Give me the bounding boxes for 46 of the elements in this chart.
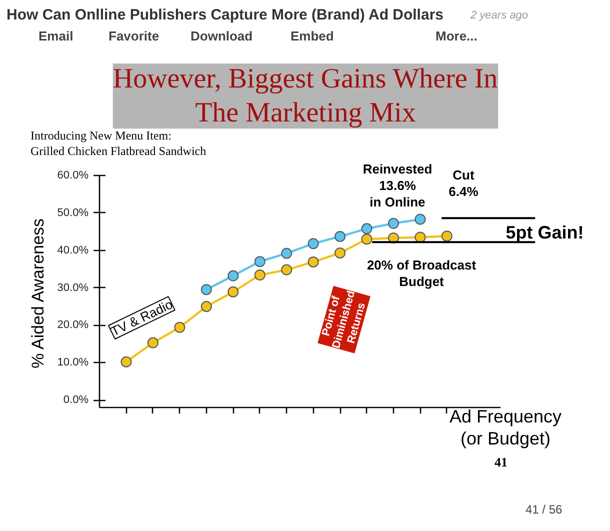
point [147,337,158,348]
annotation: Cut 6.4% [448,168,479,199]
point [414,232,426,243]
text: More... [436,28,478,44]
y-tick-label: 40.0% [57,244,89,256]
point [334,247,346,258]
point [228,286,239,298]
point [441,230,452,242]
text: 41 / 56 [526,502,563,516]
text: Email [38,28,74,44]
text: Embed [290,28,334,44]
text: Download [190,28,253,44]
annotation: Reinvested 13.6% in Online [362,162,432,210]
ref-line-label: 5pt Gain! [506,222,584,243]
text: How Can Onlline Publishers Capture More (Brand) Ad Dollars [6,6,444,24]
point [308,238,319,250]
point [361,223,372,234]
y-tick-label: 60.0% [57,170,89,182]
point [308,256,319,268]
chart-title: However, Biggest Gains Where In The Marketing Mix [112,64,498,129]
point [281,264,292,276]
y-tick-label: 30.0% [57,282,89,294]
point [174,322,186,333]
point [200,284,212,296]
chart-subtitle: Introducing New Menu Item: Grilled Chicken Flatbread Sandwich [30,128,206,158]
point [200,300,212,312]
text: Favorite [108,28,160,44]
y-tick-label: 10.0% [57,356,89,369]
point [254,270,266,281]
point [281,248,292,259]
point [414,214,426,225]
point [254,256,266,268]
x-axis-title: Ad Frequency (or Budget) [449,406,562,448]
point [334,231,346,242]
point [388,218,399,229]
point [361,234,372,245]
y-tick-label: 0.0% [63,394,89,406]
point [120,356,132,368]
text: 2 years ago [470,10,528,22]
annotation: 20% of Broadcast Budget [366,258,477,289]
y-tick-label: 20.0% [57,319,89,332]
y-tick-label: 50.0% [57,206,89,219]
annotation: TV & Radio [108,296,175,340]
point [228,270,239,282]
text: 41 [494,454,508,470]
y-axis-title: % Aided Awareness [28,218,48,368]
